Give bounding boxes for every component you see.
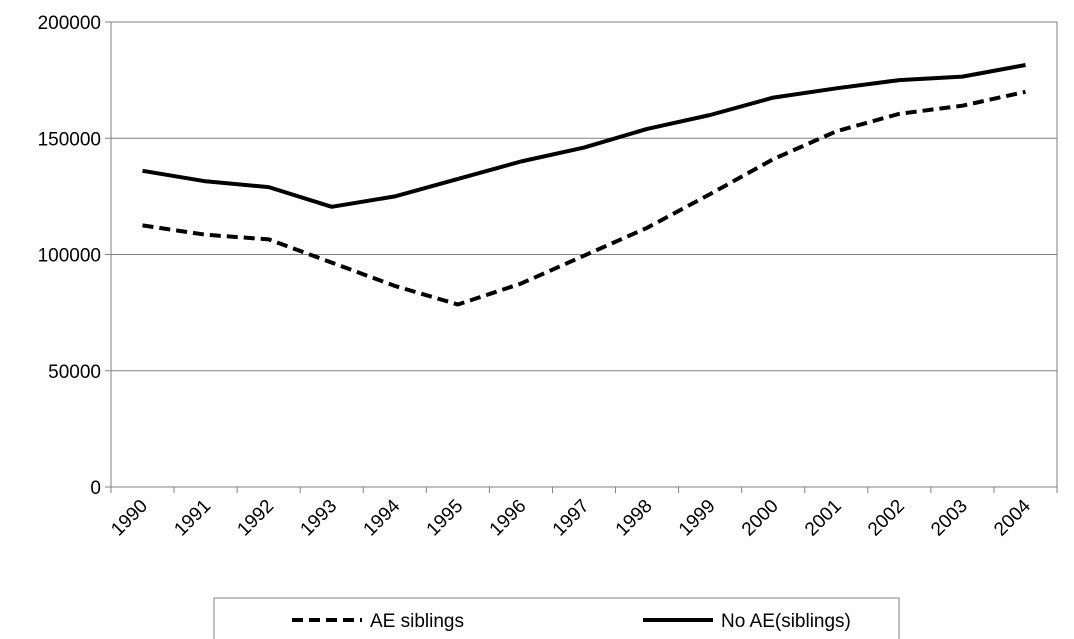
- x-tick-label: 2001: [801, 496, 846, 541]
- x-tick-label: 1992: [233, 496, 278, 541]
- x-tick-label: 1994: [360, 495, 405, 540]
- y-tick-label: 50000: [48, 362, 101, 383]
- x-tick-label: 1991: [170, 496, 215, 541]
- x-tick-label: 1997: [549, 496, 594, 541]
- x-tick-label: 1999: [675, 496, 720, 541]
- y-tick-label: 200000: [38, 13, 101, 34]
- x-tick-label: 2000: [738, 496, 783, 541]
- x-tick-label: 1998: [612, 496, 657, 541]
- x-tick-label: 1995: [423, 496, 468, 541]
- x-tick-label: 1990: [107, 496, 152, 541]
- x-tick-label: 1996: [486, 496, 531, 541]
- series-line-ae-siblings: [142, 89, 1026, 307]
- x-tick-label: 1993: [297, 496, 342, 541]
- series-line-no-ae-siblings: [142, 63, 1026, 209]
- plot-area-border: [110, 21, 1058, 488]
- y-tick-label: 150000: [38, 129, 101, 150]
- x-tick-label: 2004: [990, 495, 1035, 540]
- legend-label-no-ae-siblings: No AE(siblings): [721, 611, 851, 632]
- y-tick-label: 100000: [38, 246, 101, 267]
- x-tick-label: 2002: [864, 496, 909, 541]
- legend-label-ae-siblings: AE siblings: [370, 611, 464, 632]
- x-tick-label: 2003: [927, 496, 972, 541]
- y-tick-label: 0: [90, 478, 101, 499]
